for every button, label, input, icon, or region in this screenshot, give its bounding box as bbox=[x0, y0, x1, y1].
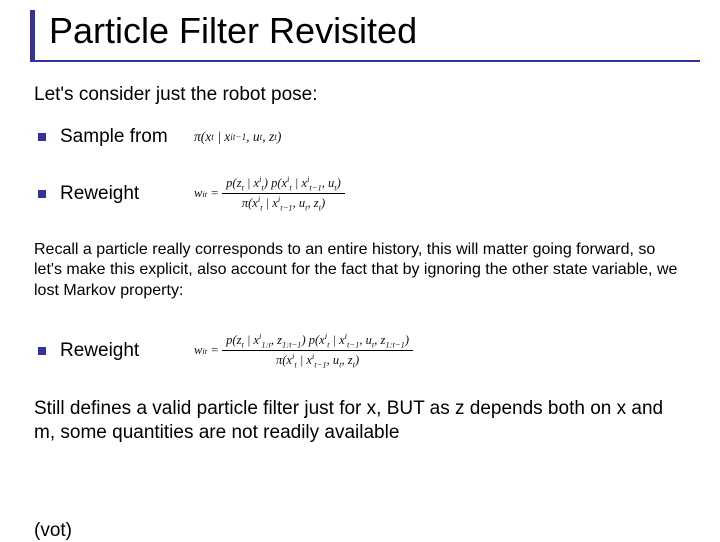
title-region: Particle Filter Revisited bbox=[0, 0, 720, 62]
lead-text: Let's consider just the robot pose: bbox=[34, 84, 686, 106]
reweight-formula-1: wit= p(zt | xit) p(xit | xit−1, ut) π(xi… bbox=[194, 174, 345, 214]
recall-note: Recall a particle really corresponds to … bbox=[34, 240, 686, 301]
closing-text: Still defines a valid particle filter ju… bbox=[34, 397, 686, 446]
bullet-reweight-2: Reweight wit= p(zt | xi1:t, z1:t−1) p(xi… bbox=[38, 331, 686, 371]
bullet-reweight-1: Reweight wit= p(zt | xit) p(xit | xit−1,… bbox=[38, 174, 686, 214]
bullet-label: Reweight bbox=[60, 340, 194, 362]
title-rule: Particle Filter Revisited bbox=[30, 10, 700, 62]
slide-title: Particle Filter Revisited bbox=[49, 10, 700, 52]
slide-body: Let's consider just the robot pose: Samp… bbox=[0, 62, 720, 445]
bullet-label: Reweight bbox=[60, 183, 194, 205]
sample-formula: π(xt | xit−1, ut, zt) bbox=[194, 129, 281, 145]
reweight-formula-2: wit= p(zt | xi1:t, z1:t−1) p(xit | xit−1… bbox=[194, 331, 413, 371]
square-bullet-icon bbox=[38, 133, 46, 141]
square-bullet-icon bbox=[38, 190, 46, 198]
square-bullet-icon bbox=[38, 347, 46, 355]
truncated-line: (vot) bbox=[34, 520, 72, 542]
bullet-sample-from: Sample from π(xt | xit−1, ut, zt) bbox=[38, 126, 686, 148]
bullet-label: Sample from bbox=[60, 126, 194, 148]
